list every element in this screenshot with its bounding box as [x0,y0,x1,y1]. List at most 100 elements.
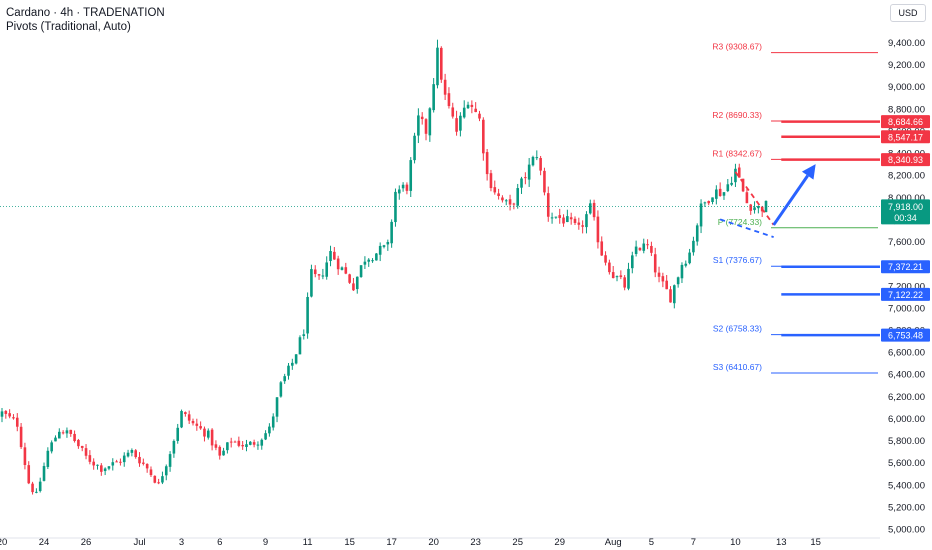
candle-body [722,192,726,196]
candle-body [470,104,474,107]
candle-body [329,251,332,262]
candle-body [317,274,321,276]
candle-body [504,200,508,202]
candle-body [764,200,768,213]
candle-body [233,441,237,443]
candle-body [333,251,336,260]
y-tick-label: 6,200.00 [888,392,925,403]
candle-body [195,423,199,426]
candle-body [80,445,84,448]
x-tick-label: 5 [649,537,654,548]
level-tag [881,153,930,167]
candle-body [237,440,241,446]
candle-body [520,178,523,188]
price-axis[interactable] [880,0,932,550]
candle-body [58,431,61,439]
candle-body [432,84,435,111]
candle-body [100,465,103,472]
candle-body [27,465,31,484]
candle-countdown: 00:34 [894,213,917,223]
candle-body [344,267,348,274]
candle-body [543,170,546,193]
candle-body [428,108,432,136]
candle-body [650,245,653,253]
candle-body [176,427,180,441]
candle-body [153,475,157,483]
candle-body [12,417,15,419]
candle-body [145,463,149,469]
candle-body [695,225,699,242]
candle-body [413,135,416,161]
candle-body [19,426,23,448]
candle-body [535,157,539,159]
candle-body [130,450,134,453]
y-tick-label: 6,600.00 [888,348,925,359]
candle-body [676,277,680,285]
candle-body [497,193,500,197]
bullish-arrow [772,174,809,226]
candle-body [657,272,661,277]
candle-body [684,263,688,266]
flag-upper-line [734,171,775,226]
candle-body [405,184,409,191]
candle-body [512,203,516,205]
candle-body [653,254,657,273]
candle-body [84,448,88,456]
candle-body [35,491,38,493]
candle-body [688,252,691,264]
candle-body [619,275,623,278]
candle-body [348,274,351,283]
candle-body [390,221,393,244]
pivot-label-s2: S2 (6758.33) [713,324,762,334]
candle-body [447,93,451,107]
candle-body [61,432,65,434]
currency-button[interactable]: USD [890,4,926,22]
candle-body [46,450,50,467]
indicator-label: Pivots (Traditional, Auto) [6,21,131,33]
candle-body [119,461,122,463]
y-tick-label: 9,200.00 [888,60,925,71]
level-tag-label: 6,753.48 [888,331,923,341]
candle-body [8,413,11,417]
candle-body [482,119,485,154]
candle-body [397,189,401,194]
candle-body [577,222,581,225]
candle-body [726,184,730,192]
candle-body [707,201,710,204]
candle-body [661,276,665,282]
x-tick-label: 10 [730,537,741,548]
x-tick-label: 7 [691,537,696,548]
x-tick-label: 17 [386,537,397,548]
candle-body [279,382,283,397]
candle-body [703,202,707,204]
x-tick-label: 25 [512,537,523,548]
x-tick-label: 29 [554,537,565,548]
candle-body [294,354,298,364]
y-tick-label: 6,400.00 [888,370,925,381]
candle-body [581,225,584,227]
candle-body [359,265,363,277]
candle-body [134,450,137,458]
x-tick-label: 20 [0,537,7,548]
y-tick-label: 5,000.00 [888,525,925,536]
candle-body [493,187,497,193]
current-price-label: 7,918.00 [888,202,923,212]
candle-body [206,430,210,438]
candle-body [15,417,19,427]
candle-body [508,199,512,205]
candle-body [256,444,260,446]
candle-body [718,188,722,196]
candle-body [558,215,562,219]
candle-body [623,277,626,288]
candle-body [634,246,638,254]
x-tick-label: 26 [81,537,92,548]
candle-body [394,191,397,223]
candle-body [596,216,600,243]
pivot-label-s1: S1 (7376.67) [713,255,762,265]
level-tag-label: 8,547.17 [888,132,923,142]
y-tick-label: 5,400.00 [888,480,925,491]
candle-body [382,245,386,247]
candle-body [161,476,164,483]
candle-body [157,482,160,484]
